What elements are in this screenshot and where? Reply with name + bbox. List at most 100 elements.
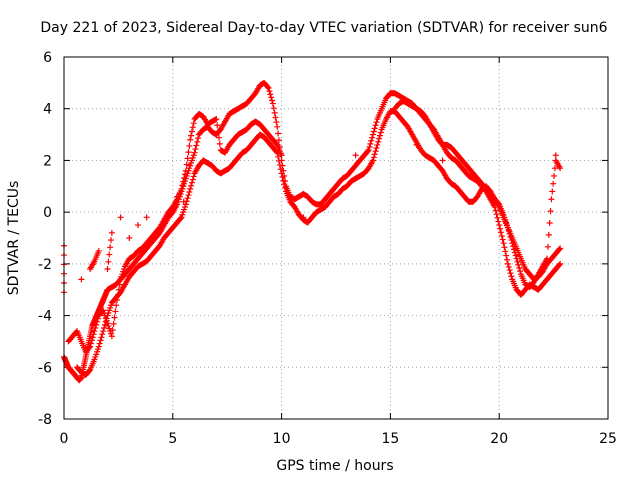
data-point-marker — [92, 324, 99, 331]
data-point-marker — [368, 137, 375, 144]
data-point-marker — [190, 120, 197, 127]
data-point-marker — [549, 188, 556, 195]
data-point-marker — [369, 134, 376, 141]
data-point-marker — [184, 195, 191, 202]
data-point-marker — [109, 327, 116, 334]
data-point-marker — [271, 109, 278, 116]
data-point-marker — [508, 273, 515, 280]
data-point-marker — [557, 245, 564, 252]
data-point-marker — [113, 302, 120, 309]
data-point-marker — [552, 152, 559, 159]
data-point-marker — [180, 198, 187, 205]
data-point-marker — [439, 157, 446, 164]
data-point-marker — [186, 188, 193, 195]
data-point-marker — [376, 132, 383, 139]
data-point-marker — [510, 243, 517, 250]
data-point-marker — [501, 244, 508, 251]
data-point-marker — [101, 324, 108, 331]
data-point-marker — [100, 328, 107, 335]
data-point-marker — [182, 167, 189, 174]
data-point-marker — [369, 131, 376, 138]
data-point-marker — [376, 135, 383, 142]
data-point-marker — [515, 261, 522, 268]
data-point-marker — [268, 94, 275, 101]
data-point-marker — [106, 251, 113, 258]
y-tick-label: 4 — [43, 102, 52, 118]
data-point-marker — [104, 266, 111, 273]
data-point-marker — [548, 196, 555, 203]
data-point-marker — [189, 124, 196, 131]
data-point-marker — [278, 170, 285, 177]
data-point-marker — [213, 116, 220, 123]
data-point-marker — [187, 136, 194, 143]
data-point-marker — [505, 263, 512, 270]
data-point-marker — [126, 235, 133, 241]
data-point-marker — [195, 135, 202, 142]
data-point-marker — [556, 246, 563, 253]
data-point-marker — [214, 122, 221, 129]
data-point-marker — [513, 255, 520, 262]
data-point-marker — [177, 215, 184, 222]
data-point-marker — [557, 165, 564, 172]
data-point-marker — [180, 178, 187, 185]
data-point-marker — [281, 181, 288, 188]
data-point-marker — [492, 207, 499, 214]
data-point-marker — [493, 211, 500, 218]
x-tick-label: 10 — [273, 431, 291, 447]
data-point-marker — [504, 256, 511, 263]
data-point-marker — [500, 240, 507, 247]
data-point-marker — [495, 218, 502, 225]
x-tick-label: 0 — [60, 431, 69, 447]
x-tick-label: 25 — [599, 431, 617, 447]
data-point-marker — [107, 244, 114, 251]
y-axis-label: SDTVAR / TECUs — [6, 181, 22, 296]
data-point-marker — [371, 151, 378, 158]
data-point-marker — [112, 308, 119, 315]
grid — [64, 57, 608, 419]
data-point-marker — [502, 248, 509, 255]
data-point-marker — [191, 149, 198, 156]
data-point-marker — [87, 340, 94, 347]
data-point-marker — [215, 128, 222, 135]
y-tick-label: 0 — [43, 205, 52, 221]
plot-frame — [63, 56, 609, 420]
data-point-marker — [373, 119, 380, 126]
data-point-marker — [557, 260, 564, 267]
data-point-marker — [264, 83, 271, 90]
data-point-marker — [181, 171, 188, 178]
data-point-marker — [184, 155, 191, 162]
data-point-marker — [97, 337, 104, 344]
data-point-marker — [497, 225, 504, 232]
data-point-marker — [546, 220, 553, 227]
data-point-marker — [507, 233, 514, 240]
data-point-marker — [496, 222, 503, 229]
data-point-marker — [278, 152, 285, 159]
data-point-marker — [174, 193, 181, 200]
data-point-marker — [375, 138, 382, 145]
data-point-marker — [279, 173, 286, 180]
data-point-marker — [511, 249, 518, 256]
data-point-marker — [275, 137, 282, 144]
data-point-marker — [86, 344, 93, 351]
data-point-marker — [187, 185, 194, 192]
data-point-marker — [181, 175, 188, 182]
data-point-marker — [365, 147, 372, 154]
data-point-marker — [90, 331, 97, 338]
data-point-marker — [371, 125, 378, 132]
x-tick-label: 5 — [168, 431, 177, 447]
data-point-marker — [516, 264, 523, 271]
data-point-marker — [550, 180, 557, 187]
data-point-marker — [78, 276, 85, 283]
data-points — [61, 79, 564, 384]
data-point-marker — [265, 85, 272, 92]
data-point-marker — [275, 130, 282, 137]
data-point-marker — [134, 222, 141, 229]
data-point-marker — [88, 337, 95, 344]
data-point-marker — [183, 161, 190, 168]
chart-title: Day 221 of 2023, Sidereal Day-to-day VTE… — [40, 20, 607, 36]
data-point-marker — [185, 192, 192, 199]
data-point-marker — [188, 179, 195, 186]
data-point-marker — [96, 340, 103, 347]
data-point-marker — [551, 172, 558, 179]
